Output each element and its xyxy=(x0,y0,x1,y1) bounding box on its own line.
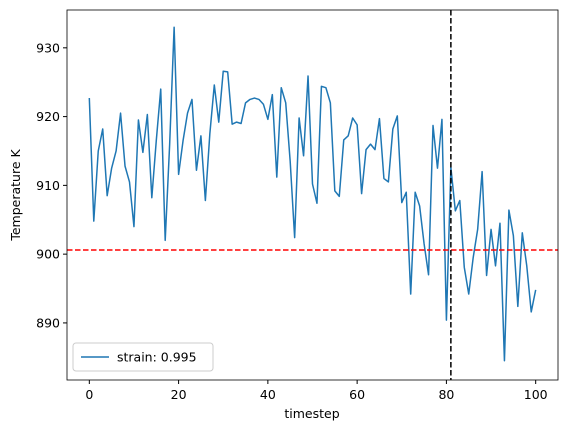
data-line xyxy=(88,26,537,362)
y-tick-label: 920 xyxy=(36,109,60,124)
y-tick-label: 890 xyxy=(36,315,60,330)
y-tick-label: 900 xyxy=(36,247,60,262)
x-tick-label: 0 xyxy=(85,387,93,402)
x-tick-label: 60 xyxy=(349,387,365,402)
y-axis-label: Temperature K xyxy=(8,149,23,242)
y-tick-label: 910 xyxy=(36,178,60,193)
y-tick-label: 930 xyxy=(36,40,60,55)
x-axis-label: timestep xyxy=(284,406,339,421)
legend-label: strain: 0.995 xyxy=(117,350,197,365)
legend-box xyxy=(72,342,214,372)
x-tick-label: 80 xyxy=(438,387,454,402)
x-tick-label: 40 xyxy=(260,387,276,402)
x-tick-label: 100 xyxy=(524,387,548,402)
plot-frame xyxy=(66,9,559,381)
x-tick-label: 20 xyxy=(171,387,187,402)
